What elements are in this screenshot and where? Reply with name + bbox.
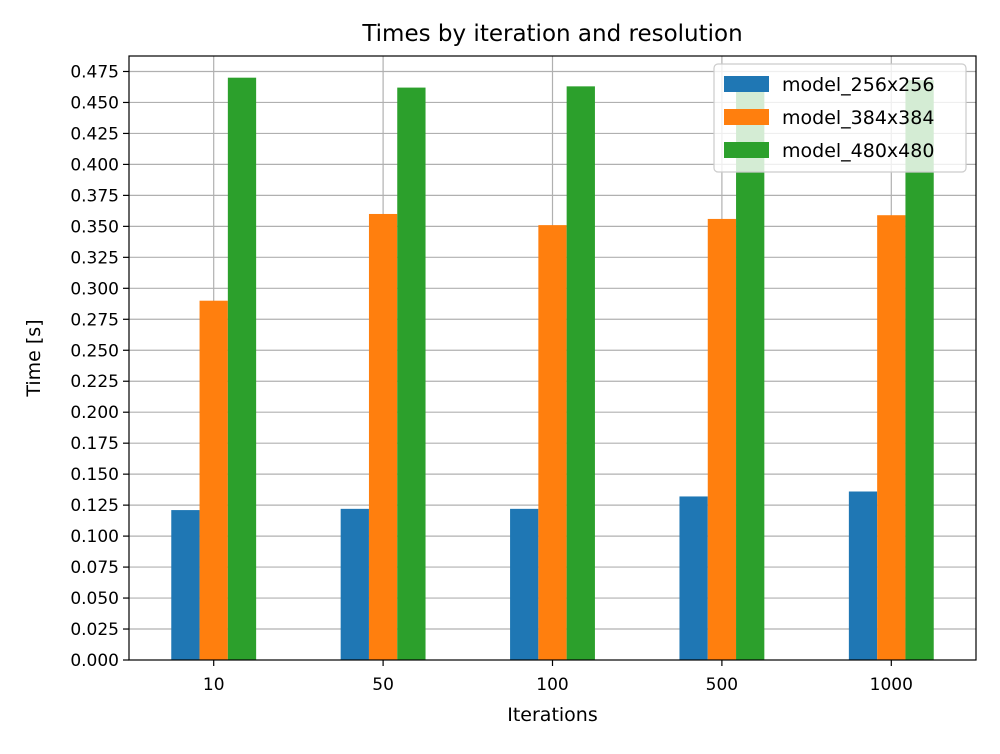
x-tick-label: 10 [203, 675, 225, 695]
y-tick-label: 0.275 [70, 310, 119, 330]
y-tick-label: 0.175 [70, 434, 119, 454]
legend-swatch [724, 142, 769, 158]
bar-model_256x256-100 [510, 508, 539, 660]
x-axis-label: Iterations [507, 704, 598, 726]
x-tick-label: 100 [536, 675, 568, 695]
y-tick-label: 0.050 [70, 589, 119, 609]
legend-label: model_256x256 [782, 74, 934, 96]
y-tick-label: 0.300 [70, 279, 119, 299]
y-tick-label: 0.250 [70, 341, 119, 361]
bar-model_256x256-50 [340, 508, 369, 660]
legend-swatch [724, 109, 769, 125]
bar-model_480x480-100 [566, 86, 595, 661]
bar-model_256x256-500 [679, 496, 708, 660]
bar-model_384x384-100 [538, 225, 567, 660]
x-tick-label: 1000 [870, 675, 913, 695]
y-tick-label: 0.475 [70, 62, 119, 82]
y-tick-label: 0.100 [70, 527, 119, 547]
x-tick-label: 50 [372, 675, 394, 695]
y-tick-label: 0.200 [70, 403, 119, 423]
y-tick-label: 0.125 [70, 496, 119, 516]
bar-model_384x384-1000 [877, 215, 906, 661]
x-tick-label: 500 [706, 675, 738, 695]
legend-swatch [724, 76, 769, 92]
bar-model_384x384-10 [199, 300, 228, 660]
legend: model_256x256 model_384x384 model_480x480 [713, 63, 967, 173]
y-tick-label: 0.350 [70, 217, 119, 237]
bar-model_480x480-10 [227, 77, 257, 660]
y-tick-label: 0.025 [70, 620, 119, 640]
y-tick-label: 0.425 [70, 124, 119, 144]
y-axis-label: Time [s] [23, 319, 45, 397]
bar-model_256x256-10 [171, 510, 200, 660]
y-tick-label: 0.325 [70, 248, 119, 268]
bars [171, 77, 934, 661]
bar-model_480x480-50 [397, 87, 426, 660]
y-tick-label: 0.225 [70, 372, 119, 392]
y-tick-label: 0.450 [70, 93, 119, 113]
legend-box [713, 63, 967, 173]
y-tick-label: 0.000 [70, 651, 119, 671]
legend-label: model_384x384 [782, 107, 934, 129]
bar-model_480x480-500 [736, 83, 765, 660]
bar-model_256x256-1000 [848, 491, 878, 660]
y-tick-label: 0.375 [70, 186, 119, 206]
y-tick-label: 0.075 [70, 558, 119, 578]
bar-model_384x384-50 [368, 213, 398, 660]
legend-label: model_480x480 [782, 140, 934, 162]
y-tick-label: 0.150 [70, 465, 119, 485]
y-tick-label: 0.400 [70, 155, 119, 175]
bar-model_480x480-1000 [905, 80, 934, 660]
chart-title: Times by iteration and resolution [361, 21, 742, 47]
axes: 0.000 0.025 0.050 0.075 0.100 0.125 0.150 0.175… [70, 62, 913, 695]
bar-model_384x384-500 [707, 218, 737, 661]
